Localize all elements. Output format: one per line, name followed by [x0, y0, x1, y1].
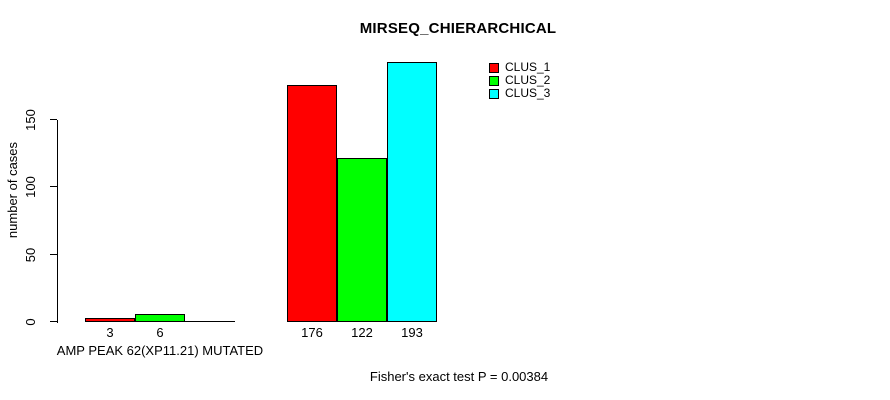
bar-clus_3-group1-zero	[185, 321, 235, 322]
legend-row-clus_3: CLUS_3	[489, 87, 550, 100]
bar-clus_3-group2	[387, 62, 437, 322]
y-tick-label: 0	[23, 318, 38, 326]
pvalue-annotation: Fisher's exact test P = 0.00384	[369, 369, 549, 384]
y-tick-mark	[50, 119, 57, 120]
legend-row-clus_2: CLUS_2	[489, 74, 550, 87]
bar-clus_2-group1	[135, 314, 185, 322]
legend-label: CLUS_1	[505, 60, 551, 74]
bar-clus_2-group2	[337, 158, 387, 322]
x-axis-group-label: AMP PEAK 62(XP11.21) MUTATED	[56, 343, 264, 358]
y-tick-label: 50	[23, 247, 38, 263]
y-axis-line	[57, 120, 58, 323]
bar-value-label: 6	[156, 325, 164, 340]
y-tick-mark	[50, 321, 57, 322]
legend-swatch-icon	[489, 75, 499, 86]
legend-swatch-icon	[489, 88, 499, 99]
legend-label: CLUS_2	[505, 73, 551, 87]
bar-value-label: 122	[351, 325, 373, 340]
y-tick-mark	[50, 254, 57, 255]
y-tick-label: 100	[23, 176, 38, 198]
y-tick-label: 150	[23, 109, 38, 131]
legend: CLUS_1 CLUS_2 CLUS_3	[489, 61, 550, 100]
chart-title: MIRSEQ_CHIERARCHICAL	[359, 20, 557, 37]
legend-swatch-icon	[489, 62, 499, 73]
legend-label: CLUS_3	[505, 86, 551, 100]
bar-clus_1-group2	[287, 85, 337, 322]
bar-value-label: 176	[301, 325, 323, 340]
bar-clus_1-group1	[85, 318, 135, 322]
y-axis-title: number of cases	[5, 141, 20, 239]
bar-value-label: 193	[401, 325, 423, 340]
y-tick-mark	[50, 186, 57, 187]
legend-row-clus_1: CLUS_1	[489, 61, 550, 74]
bar-value-label: 3	[106, 325, 114, 340]
